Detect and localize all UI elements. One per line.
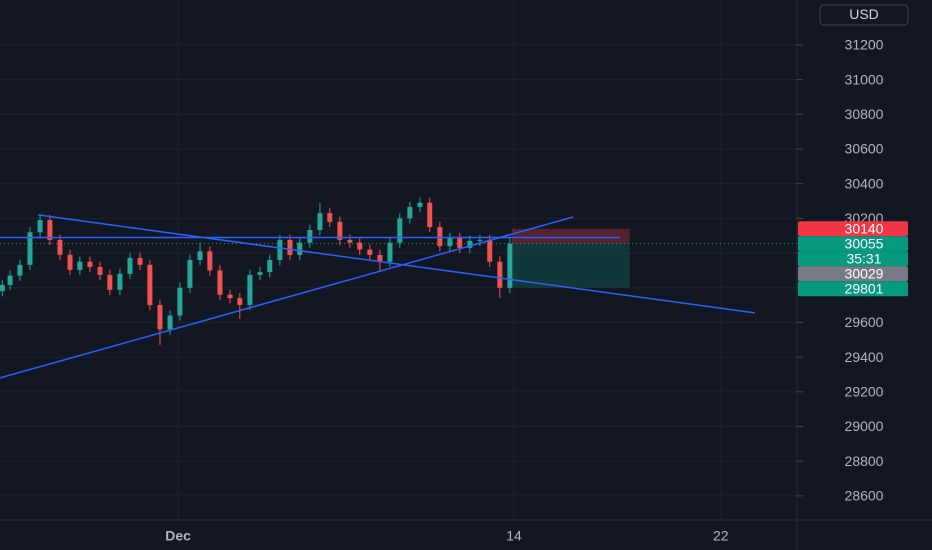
- candle-body: [27, 232, 33, 265]
- x-tick-label: 22: [713, 528, 729, 544]
- candle-body: [477, 239, 483, 241]
- candle-body: [307, 229, 313, 243]
- candle-body: [447, 237, 453, 247]
- candle-body: [437, 227, 443, 247]
- currency-label[interactable]: USD: [849, 6, 879, 22]
- axes: 2860028800290002920029400296002980030000…: [165, 37, 883, 544]
- candle-body: [107, 274, 113, 290]
- price-tag: [798, 236, 908, 252]
- candle-body: [247, 274, 253, 305]
- y-tick-label: 28600: [845, 488, 884, 504]
- y-tick-label: 30800: [845, 106, 884, 122]
- candle-body: [377, 254, 383, 262]
- position-stop-zone: [511, 228, 630, 244]
- price-tag: [798, 251, 908, 267]
- candle-body: [357, 242, 363, 250]
- candle-body: [387, 242, 393, 262]
- candle-body: [317, 213, 323, 230]
- trend-line: [0, 216, 574, 379]
- candle-body: [117, 273, 123, 290]
- candle-body: [277, 239, 283, 260]
- candle-body: [467, 240, 473, 248]
- y-tick-label: 29600: [845, 314, 884, 330]
- candle-body: [47, 220, 53, 240]
- candle-body: [507, 243, 513, 288]
- candle-body: [147, 264, 153, 306]
- y-tick-label: 30600: [845, 141, 884, 157]
- y-tick-label: 29400: [845, 349, 884, 365]
- candle-body: [297, 242, 303, 255]
- candle-body: [327, 213, 333, 222]
- price-tag-label: 30140: [845, 220, 884, 236]
- candle-body: [207, 251, 213, 271]
- plot-area: [0, 197, 797, 379]
- candle-body: [187, 260, 193, 288]
- candle-body: [407, 206, 413, 219]
- price-tag-label: 35:31: [846, 250, 881, 266]
- price-tag: [798, 266, 908, 282]
- candle-body: [227, 294, 233, 299]
- price-tag-label: 30055: [845, 235, 884, 251]
- candle-body: [0, 284, 5, 292]
- y-tick-label: 28800: [845, 453, 884, 469]
- candle-body: [427, 202, 433, 228]
- price-tag-label: 30029: [845, 265, 884, 281]
- candle-body: [87, 261, 93, 267]
- price-tag: [798, 281, 908, 297]
- candle-body: [417, 202, 423, 207]
- currency-button[interactable]: [819, 4, 909, 26]
- y-tick-label: 30400: [845, 175, 884, 191]
- y-tick-label: 29200: [845, 384, 884, 400]
- position-target-zone: [511, 243, 630, 288]
- candle-body: [267, 260, 273, 273]
- candle-body: [177, 287, 183, 316]
- candle-body: [97, 266, 103, 275]
- candle-body: [347, 239, 353, 243]
- candle-body: [497, 261, 503, 288]
- candle-body: [67, 254, 73, 270]
- candle-body: [487, 239, 493, 262]
- y-tick-label: 31000: [845, 71, 884, 87]
- x-tick-label: Dec: [165, 528, 191, 544]
- grid: [0, 0, 797, 520]
- price-tag-label: 29801: [845, 280, 884, 296]
- candle-body: [397, 218, 403, 243]
- candle-body: [7, 275, 13, 285]
- x-tick-label: 14: [506, 528, 522, 544]
- candle-body: [157, 305, 163, 330]
- candle-body: [127, 257, 133, 274]
- trend-line: [37, 214, 755, 314]
- y-tick-label: 31200: [845, 37, 884, 53]
- candle-body: [287, 239, 293, 255]
- candle-body: [17, 264, 23, 276]
- candle-body: [367, 249, 373, 255]
- candle-body: [337, 221, 343, 240]
- candle-body: [57, 239, 63, 255]
- candle-body: [217, 270, 223, 295]
- candle-body: [257, 272, 263, 275]
- candle-body: [77, 261, 83, 270]
- candle-body: [137, 257, 143, 265]
- y-tick-label: 29000: [845, 418, 884, 434]
- candle-body: [37, 220, 43, 233]
- price-tag: [798, 221, 908, 237]
- candle-body: [237, 298, 243, 305]
- candle-body: [197, 251, 203, 260]
- candle-body: [457, 237, 463, 248]
- candle-body: [167, 315, 173, 330]
